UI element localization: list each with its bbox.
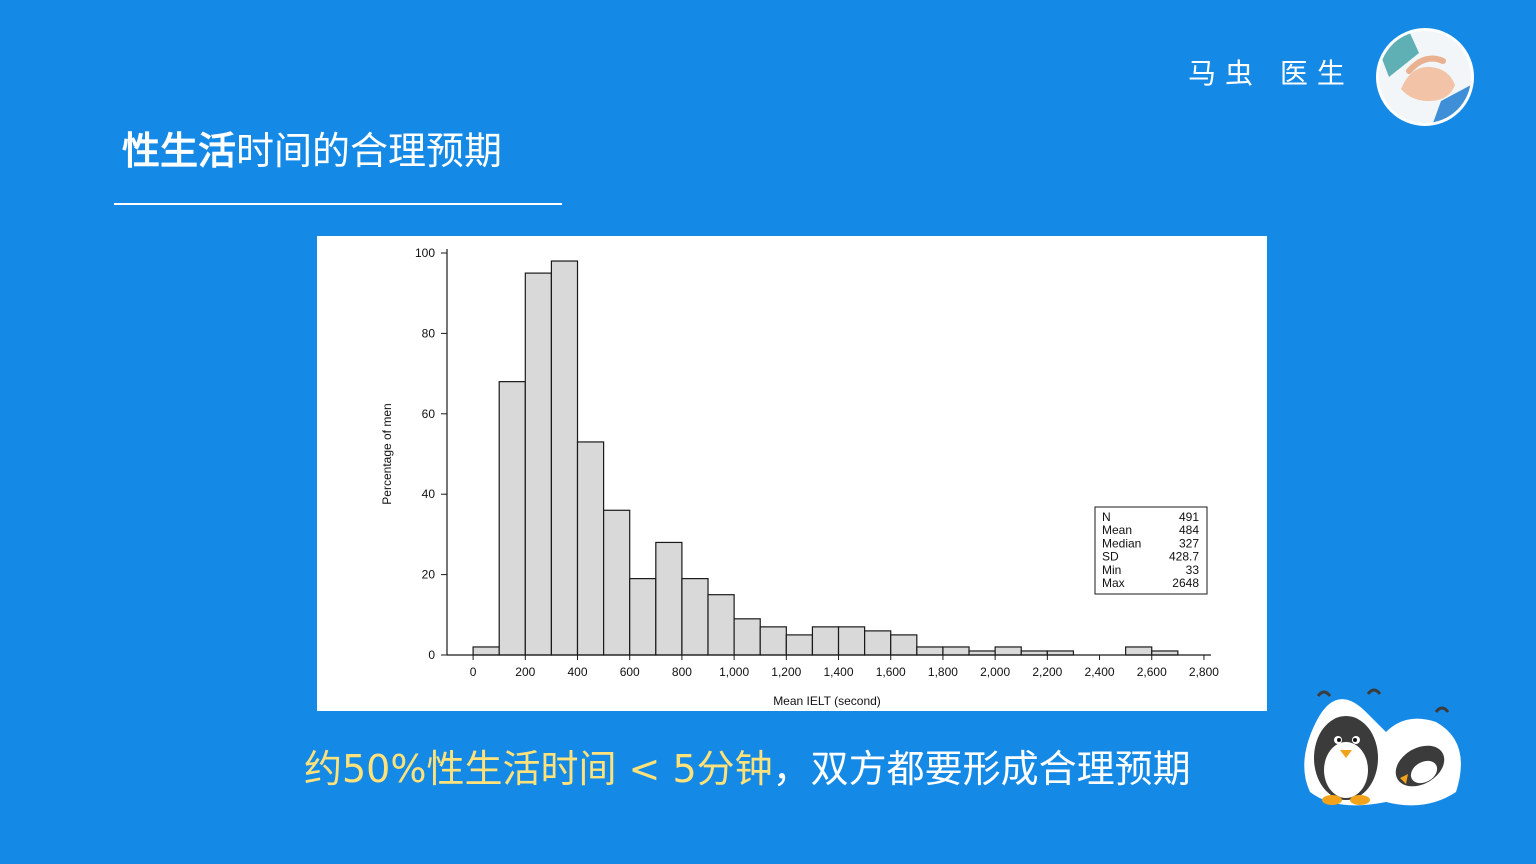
stats-value: 327	[1179, 536, 1199, 550]
histogram-bar	[811, 626, 840, 656]
histogram-bar	[655, 541, 683, 656]
caption-highlight: 约50%性生活时间 < 5分钟	[304, 747, 773, 791]
histogram-bar	[1046, 650, 1075, 656]
histogram-chart: 0 20 40 60 80 100 0 200 400 600 800 1,000 1,200 1,400…	[380, 246, 1219, 708]
x-tick-label: 400	[567, 665, 587, 679]
histogram-bar	[629, 578, 657, 656]
y-axis-label: Percentage of men	[380, 403, 394, 504]
stats-label: Median	[1102, 536, 1141, 550]
x-tick-label: 1,200	[771, 665, 801, 679]
histogram-bar	[968, 650, 996, 656]
slide-title-rest: 时间的合理预期	[236, 129, 503, 173]
x-tick-label: 2,000	[980, 665, 1010, 679]
slide-title: 性生活时间的合理预期	[122, 120, 502, 175]
histogram-bar	[707, 594, 735, 656]
stats-value: 2648	[1172, 576, 1199, 590]
histogram-bar	[1125, 646, 1153, 656]
histogram-bar	[785, 634, 814, 656]
stats-label: Max	[1102, 576, 1125, 590]
x-tick-label: 2,200	[1032, 665, 1062, 679]
stats-value: 491	[1179, 510, 1199, 524]
histogram-bar	[681, 578, 709, 656]
x-tick-label: 2,600	[1137, 665, 1167, 679]
doctor-hands-avatar-icon	[1376, 28, 1474, 126]
x-tick-label: 2,800	[1189, 665, 1219, 679]
y-tick-label: 60	[422, 407, 436, 421]
stats-value: 484	[1179, 523, 1199, 537]
x-tick-label: 1,800	[928, 665, 958, 679]
y-tick-label: 40	[422, 487, 436, 501]
chart-card: 0 20 40 60 80 100 0 200 400 600 800 1,000 1,200 1,400…	[317, 236, 1267, 711]
histogram-bar	[759, 626, 787, 656]
x-axis-label: Mean IELT (second)	[773, 694, 881, 708]
y-tick-label: 100	[415, 246, 435, 260]
stats-label: SD	[1102, 550, 1119, 564]
stats-label: Min	[1102, 563, 1121, 577]
title-underline	[114, 203, 562, 205]
x-tick-label: 800	[672, 665, 692, 679]
histogram-bar	[890, 634, 918, 656]
y-tick-label: 20	[422, 568, 436, 582]
x-tick-label: 1,600	[876, 665, 906, 679]
stats-value: 33	[1186, 563, 1200, 577]
x-tick-label: 1,400	[824, 665, 854, 679]
histogram-bar	[916, 646, 944, 656]
stats-label: N	[1102, 510, 1111, 524]
histogram-bar	[837, 626, 866, 656]
histogram-bar	[864, 630, 892, 656]
histogram-bar	[550, 260, 579, 656]
x-tick-label: 600	[620, 665, 640, 679]
histogram-bar	[733, 618, 761, 656]
histogram-bar	[498, 381, 526, 656]
histogram-bar	[1020, 650, 1048, 656]
slide-title-bold: 性生活	[122, 129, 237, 173]
stats-label: Mean	[1102, 523, 1132, 537]
histogram-bar	[603, 509, 631, 656]
y-tick-label: 80	[422, 326, 436, 340]
penguin-sticker-icon	[1296, 682, 1472, 816]
x-tick-label: 0	[470, 665, 477, 679]
stats-value: 428.7	[1169, 550, 1199, 564]
stats-box	[1094, 506, 1208, 595]
histogram-bar	[994, 646, 1022, 656]
x-tick-label: 200	[515, 665, 535, 679]
histogram-bar	[942, 646, 970, 656]
slide-caption: 约50%性生活时间 < 5分钟，双方都要形成合理预期	[304, 738, 1191, 793]
x-tick-label: 2,400	[1085, 665, 1115, 679]
histogram-bar	[576, 441, 605, 656]
x-tick-label: 1,000	[719, 665, 749, 679]
histogram-bar	[1151, 650, 1179, 656]
brand-name: 马虫 医生	[1188, 57, 1354, 90]
y-tick-label: 0	[428, 648, 435, 662]
histogram-bar	[524, 272, 553, 656]
caption-rest: ，双方都要形成合理预期	[772, 747, 1191, 791]
histogram-bar	[472, 646, 500, 656]
